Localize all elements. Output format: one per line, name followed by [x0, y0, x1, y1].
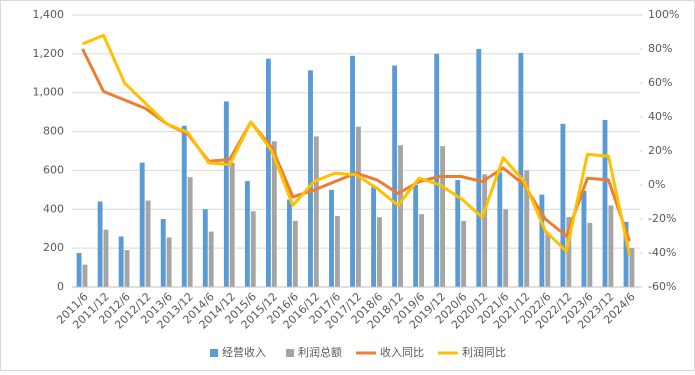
bar: [434, 53, 440, 287]
bar: [629, 248, 635, 287]
bar: [419, 214, 425, 287]
y2-tick-label: -40%: [648, 246, 676, 259]
legend-label: 利润同比: [462, 345, 506, 359]
bar: [392, 65, 398, 287]
bar: [371, 186, 377, 287]
bar: [329, 189, 334, 287]
y-tick-label: 1,000: [33, 86, 65, 99]
legend-swatch: [286, 349, 294, 357]
bar: [482, 174, 488, 287]
bar: [503, 209, 509, 287]
bar: [250, 211, 256, 287]
legend-label: 经营收入: [222, 345, 266, 359]
legend-label: 收入同比: [380, 345, 424, 359]
bar: [566, 217, 572, 287]
bar: [518, 52, 524, 288]
bar: [139, 162, 145, 287]
bar: [581, 190, 587, 287]
bar: [398, 145, 403, 287]
bar: [560, 123, 566, 287]
bar: [350, 55, 355, 287]
bar: [187, 177, 193, 287]
y-tick-label: 1,400: [33, 8, 65, 21]
bar: [377, 217, 382, 287]
bar: [223, 101, 229, 287]
bar: [608, 205, 614, 287]
bar: [545, 232, 551, 287]
bar: [76, 253, 82, 287]
bar: [313, 136, 319, 287]
y-tick-label: 600: [43, 163, 64, 176]
bar: [587, 222, 593, 287]
bar: [334, 216, 340, 287]
y-tick-label: 1,200: [33, 47, 65, 60]
bar: [476, 49, 482, 287]
bar: [455, 180, 461, 287]
line: [81, 33, 631, 256]
bar: [145, 200, 151, 287]
bar: [524, 170, 530, 287]
bar: [202, 209, 208, 287]
bar: [181, 125, 187, 287]
y2-tick-label: 40%: [648, 110, 672, 123]
bar: [271, 141, 277, 287]
bar: [286, 199, 292, 287]
bar: [118, 236, 124, 287]
y2-tick-label: -20%: [648, 212, 676, 225]
bar: [440, 146, 446, 287]
y2-tick-label: 100%: [648, 8, 679, 21]
y2-tick-label: 60%: [648, 76, 672, 89]
bar: [497, 172, 503, 287]
y2-tick-label: -60%: [648, 280, 676, 293]
y2-tick-label: 20%: [648, 144, 672, 157]
bar: [356, 126, 361, 287]
bar: [602, 119, 608, 288]
bar: [623, 221, 629, 287]
bar: [82, 264, 88, 287]
bar: [124, 250, 130, 287]
bar: [265, 58, 271, 287]
legend-swatch: [210, 349, 218, 357]
bar: [166, 237, 172, 287]
y-tick-label: 200: [43, 241, 64, 254]
bar: [413, 185, 419, 287]
legend-label: 利润总额: [298, 345, 342, 359]
y2-tick-label: 0%: [648, 178, 665, 191]
bar: [244, 181, 250, 287]
bar: [97, 201, 103, 287]
bar: [160, 219, 166, 287]
y-tick-label: 800: [43, 125, 64, 138]
y-tick-label: 400: [43, 202, 64, 215]
bar: [292, 220, 298, 287]
bar: [308, 70, 313, 287]
bar: [229, 162, 235, 287]
bar: [103, 229, 109, 287]
y-tick-label: 0: [57, 280, 64, 293]
y2-tick-label: 80%: [648, 42, 672, 55]
bar: [208, 231, 214, 287]
bar: [539, 194, 545, 287]
bar: [461, 220, 467, 287]
